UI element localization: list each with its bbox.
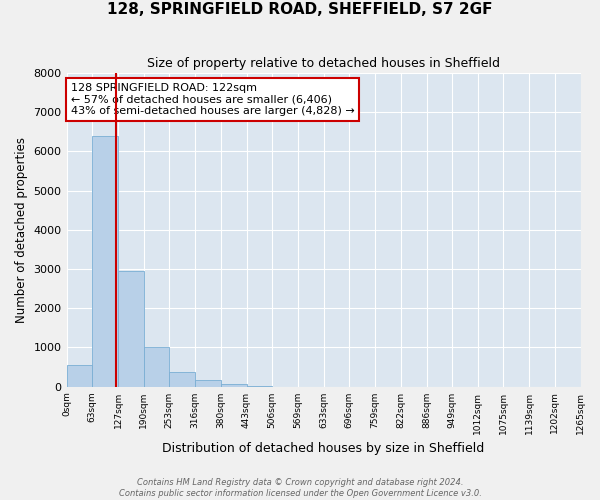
Title: Size of property relative to detached houses in Sheffield: Size of property relative to detached ho… bbox=[147, 58, 500, 70]
Text: 128, SPRINGFIELD ROAD, SHEFFIELD, S7 2GF: 128, SPRINGFIELD ROAD, SHEFFIELD, S7 2GF bbox=[107, 2, 493, 18]
Bar bbox=[169, 372, 195, 386]
Y-axis label: Number of detached properties: Number of detached properties bbox=[15, 137, 28, 323]
Text: Contains HM Land Registry data © Crown copyright and database right 2024.
Contai: Contains HM Land Registry data © Crown c… bbox=[119, 478, 481, 498]
X-axis label: Distribution of detached houses by size in Sheffield: Distribution of detached houses by size … bbox=[163, 442, 485, 455]
Text: 128 SPRINGFIELD ROAD: 122sqm
← 57% of detached houses are smaller (6,406)
43% of: 128 SPRINGFIELD ROAD: 122sqm ← 57% of de… bbox=[71, 83, 355, 116]
Bar bbox=[144, 348, 169, 387]
Bar bbox=[67, 365, 92, 386]
Bar bbox=[92, 136, 118, 386]
Bar bbox=[195, 380, 221, 386]
Bar bbox=[221, 384, 247, 386]
Bar bbox=[118, 271, 144, 386]
